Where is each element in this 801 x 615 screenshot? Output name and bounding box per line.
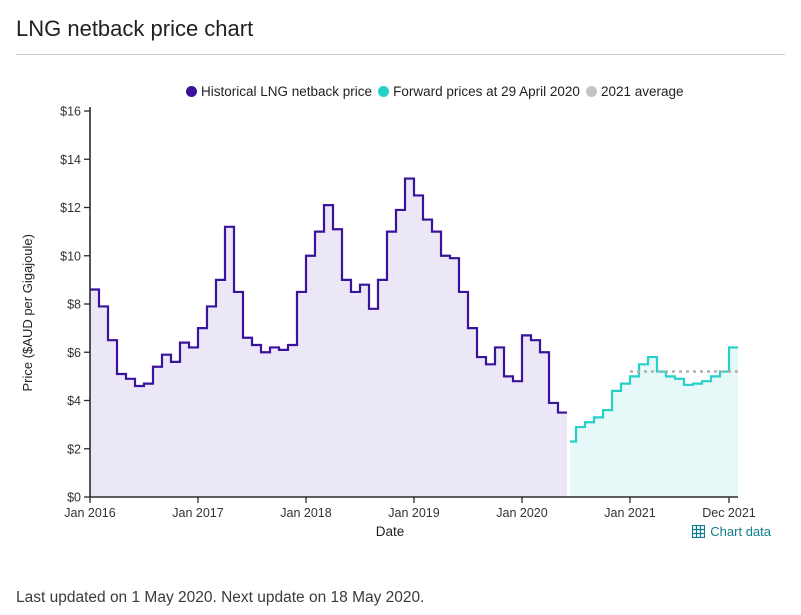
historical-series-area (90, 178, 567, 498)
chart-data-link-label: Chart data (710, 524, 771, 539)
title-divider (16, 54, 785, 55)
y-tick-label: $6 (67, 346, 81, 360)
table-icon (692, 525, 706, 538)
price-chart: $0 $2 $4 $6 $8 $10 $12 $14 $16 Jan 2016 Jan 2017 Ja… (60, 105, 756, 520)
legend-label: Historical LNG netback price (201, 83, 373, 99)
legend-label: Forward prices at 29 April 2020 (393, 83, 580, 99)
forward-legend-dot-icon (378, 85, 390, 97)
x-tick-label: Jan 2019 (388, 506, 439, 520)
average-legend-dot-icon (585, 85, 597, 97)
x-tick-label: Jan 2017 (172, 506, 223, 520)
y-tick-label: $4 (67, 394, 81, 408)
legend-item-average[interactable]: 2021 average (585, 83, 684, 99)
y-axis-title: Price ($AUD per Gigajoule) (19, 234, 35, 392)
x-tick-label: Dec 2021 (702, 506, 756, 520)
page-title: LNG netback price chart (16, 16, 254, 41)
y-tick-label: $10 (60, 249, 81, 263)
y-tick-label: $0 (67, 491, 81, 505)
y-tick-label: $8 (67, 298, 81, 312)
x-tick-label: Jan 2018 (280, 506, 331, 520)
y-tick-label: $12 (60, 201, 81, 215)
footer-note: Last updated on 1 May 2020. Next update … (16, 589, 425, 606)
chart-area: Price ($AUD per Gigajoule) $0 $2 $4 $6 $8 $10… (16, 105, 785, 521)
legend-label: 2021 average (600, 83, 684, 99)
x-tick-label: Jan 2021 (604, 506, 655, 520)
y-tick-label: $14 (60, 153, 81, 167)
chart-data-link[interactable]: Chart data (692, 524, 771, 539)
chart-footer-row: Date Chart data (16, 523, 785, 545)
legend-item-historical[interactable]: Historical LNG netback price (186, 84, 372, 99)
x-tick-label: Jan 2020 (496, 506, 547, 520)
forward-series-line (570, 346, 738, 443)
y-tick-label: $2 (67, 442, 81, 456)
forward-series-area (570, 347, 738, 497)
chart-legend: Historical LNG netback price Forward pri… (186, 81, 785, 101)
x-tick-label: Jan 2016 (64, 506, 115, 520)
historical-legend-dot-icon (186, 85, 197, 97)
x-axis-title: Date (375, 524, 405, 539)
y-tick-label: $16 (60, 105, 81, 119)
legend-item-forward[interactable]: Forward prices at 29 April 2020 (378, 84, 580, 99)
historical-series-line (90, 177, 567, 414)
